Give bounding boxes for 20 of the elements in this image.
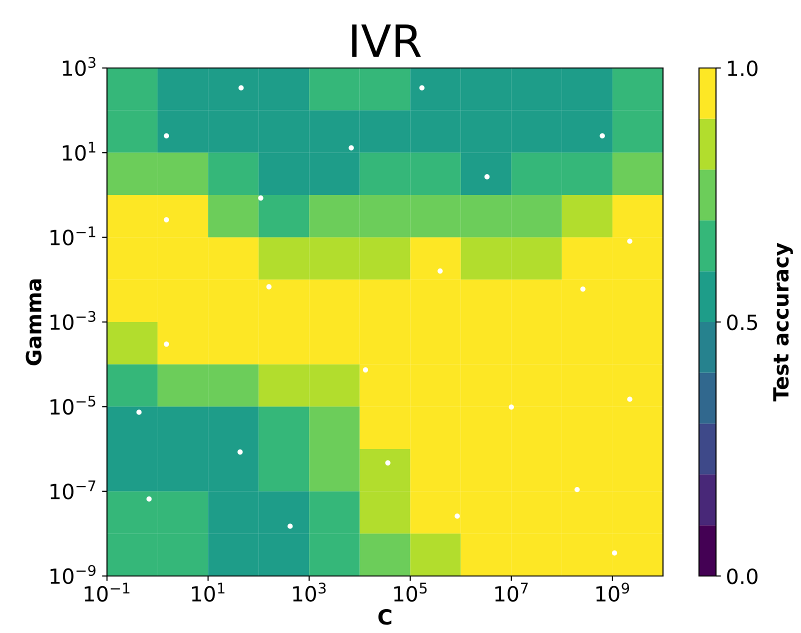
y-axis-title: Gamma [26, 279, 42, 366]
color-bar-label: 0.5 [727, 314, 758, 330]
y-tick-label: 10$^{−3}$ [50, 310, 96, 330]
x-tick-label: 10$^{1}$ [192, 582, 224, 602]
x-tick-label: 10$^{−1}$ [84, 582, 130, 602]
x-tick-label: 10$^{3}$ [293, 582, 326, 602]
y-tick-label: 10$^{1}$ [62, 142, 96, 161]
y-tick-label: 10$^{3}$ [62, 56, 96, 76]
x-tick-label: 10$^{7}$ [495, 582, 528, 602]
x-tick-label: 10$^{9}$ [596, 582, 630, 602]
x-tick-label: 10$^{5}$ [394, 582, 427, 602]
y-tick-label: 10$^{−5}$ [50, 396, 96, 415]
y-tick-label: 10$^{−1}$ [50, 226, 96, 246]
chart-title: IVR [352, 24, 421, 57]
color-bar-label: 1.0 [728, 60, 758, 76]
y-tick-label: 10$^{−7}$ [50, 480, 96, 500]
color-bar-title: Test accuracy [773, 242, 793, 402]
color-bar-label: 0.0 [727, 568, 758, 584]
x-axis-title: C [378, 609, 392, 625]
y-tick-label: 10$^{−9}$ [50, 564, 96, 584]
